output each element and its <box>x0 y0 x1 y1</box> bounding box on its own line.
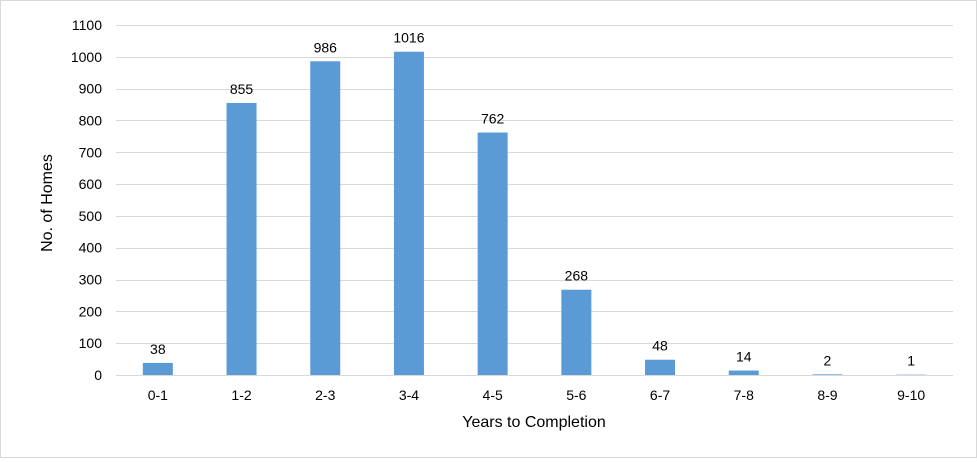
x-tick-label-7-8: 7-8 <box>734 387 754 403</box>
x-tick-label-6-7: 6-7 <box>650 387 670 403</box>
data-label-8-9: 2 <box>824 352 832 368</box>
x-tick-label-9-10: 9-10 <box>897 387 925 403</box>
bar-9-10 <box>896 374 927 376</box>
data-label-2-3: 986 <box>314 39 338 55</box>
y-tick-label-1100: 1100 <box>72 17 102 33</box>
bar-6-7 <box>645 359 676 375</box>
y-tick-label-700: 700 <box>79 144 103 160</box>
data-label-0-1: 38 <box>150 341 166 357</box>
x-tick-label-0-1: 0-1 <box>148 387 168 403</box>
x-axis-title: Years to Completion <box>462 414 606 431</box>
y-tick-label-400: 400 <box>79 240 103 256</box>
bars <box>142 51 927 376</box>
x-tick-label-3-4: 3-4 <box>399 387 419 403</box>
bar-0-1 <box>142 362 173 375</box>
y-tick-label-900: 900 <box>79 81 103 97</box>
data-label-4-5: 762 <box>481 111 505 127</box>
y-tick-label-800: 800 <box>79 112 103 128</box>
y-tick-label-100: 100 <box>79 335 103 351</box>
y-tick-label-0: 0 <box>94 367 102 383</box>
data-label-9-10: 1 <box>907 353 915 369</box>
y-tick-label-300: 300 <box>79 272 103 288</box>
y-axis-title: No. of Homes <box>39 154 56 252</box>
y-tick-label-600: 600 <box>79 176 103 192</box>
x-tick-label-2-3: 2-3 <box>315 387 335 403</box>
bar-8-9 <box>812 374 843 375</box>
y-tick-label-200: 200 <box>79 303 103 319</box>
bar-2-3 <box>310 61 341 375</box>
bar-4-5 <box>477 132 508 375</box>
data-label-5-6: 268 <box>565 268 589 284</box>
data-label-7-8: 14 <box>736 349 752 365</box>
data-label-3-4: 1016 <box>393 30 424 46</box>
x-tick-label-8-9: 8-9 <box>817 387 837 403</box>
bar-3-4 <box>393 51 424 376</box>
y-tick-label-1000: 1000 <box>71 49 102 65</box>
data-label-1-2: 855 <box>230 81 254 97</box>
y-tick-label-500: 500 <box>79 208 103 224</box>
x-tick-label-1-2: 1-2 <box>231 387 251 403</box>
bar-7-8 <box>728 370 759 375</box>
x-tick-label-4-5: 4-5 <box>483 387 503 403</box>
data-label-6-7: 48 <box>652 338 668 354</box>
bar-1-2 <box>226 102 257 376</box>
labels: 0 100 200 300 400 500 600 700 800 900 1000 1100 38 0-… <box>71 17 926 403</box>
x-tick-label-5-6: 5-6 <box>566 387 586 403</box>
bar-5-6 <box>561 289 592 375</box>
